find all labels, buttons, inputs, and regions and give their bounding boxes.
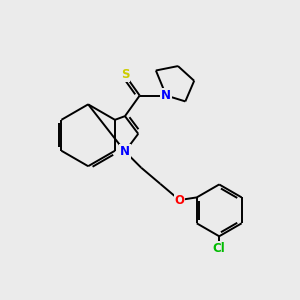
Text: N: N (120, 145, 130, 158)
Text: O: O (174, 194, 184, 207)
Text: Cl: Cl (213, 242, 226, 254)
Text: N: N (161, 89, 171, 102)
Text: S: S (121, 68, 129, 81)
